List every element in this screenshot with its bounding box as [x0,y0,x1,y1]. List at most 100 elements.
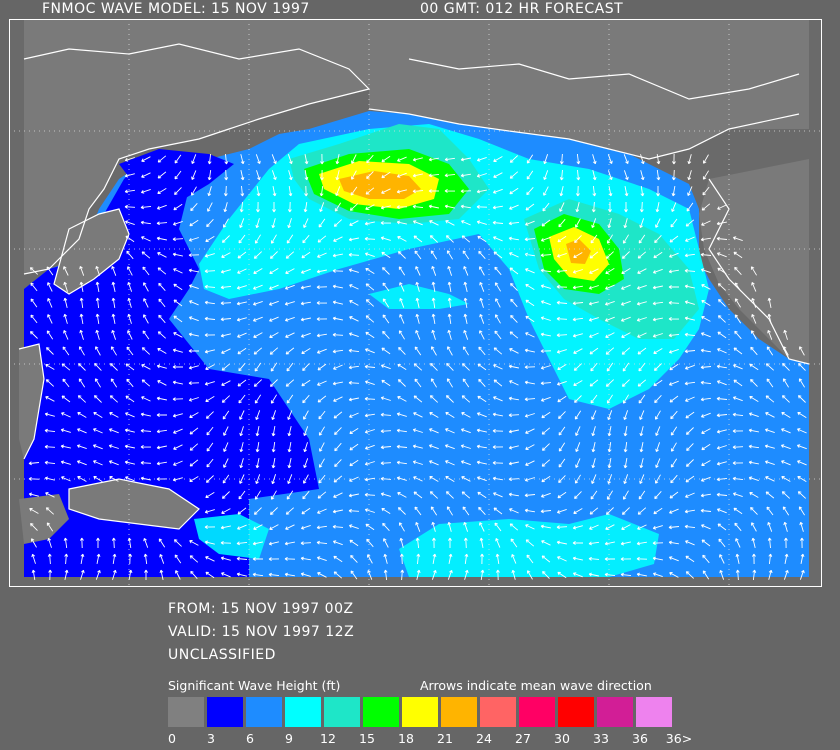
direction-arrow [511,569,516,580]
direction-arrow [397,379,406,387]
direction-arrow [575,426,581,436]
direction-arrow [700,365,712,370]
direction-arrow [45,379,55,387]
direction-arrow [382,282,390,292]
direction-arrow [158,314,166,324]
direction-arrow [396,220,407,225]
direction-arrow [253,507,262,515]
direction-arrow [317,380,327,386]
direction-arrow [45,507,54,515]
direction-arrow [541,427,551,435]
direction-arrow [30,522,38,531]
direction-arrow [768,553,773,565]
direction-arrow [654,394,662,404]
direction-arrow [287,201,292,213]
direction-arrow [480,553,484,565]
direction-arrow [349,300,359,306]
direction-arrow [364,396,376,401]
direction-arrow [413,412,423,418]
direction-arrow [255,218,260,229]
direction-arrow [271,154,277,165]
direction-arrow [540,300,551,306]
direction-arrow [508,477,520,482]
direction-arrow [45,396,55,402]
direction-arrow [205,411,214,419]
direction-arrow [652,301,664,306]
direction-arrow [80,553,85,564]
direction-arrow [109,395,118,403]
direction-arrow [575,201,580,213]
scale-tick-label: 0 [168,731,176,746]
direction-arrow [652,556,663,561]
direction-arrow [621,268,631,275]
direction-arrow [463,329,469,340]
direction-arrow [719,554,725,564]
direction-arrow [61,395,71,403]
direction-arrow [223,185,228,197]
direction-arrow [364,364,376,369]
direction-arrow [620,316,631,322]
direction-arrow [396,205,408,209]
direction-arrow [80,569,85,580]
direction-arrow [748,476,759,482]
direction-arrow [124,157,135,162]
direction-arrow [607,442,612,453]
direction-arrow [414,506,422,516]
direction-arrow [590,234,598,244]
direction-arrow [287,218,292,229]
direction-arrow [396,412,407,417]
direction-arrow [462,378,470,388]
direction-arrow [780,444,791,450]
direction-arrow [237,379,247,387]
direction-arrow [76,444,87,450]
direction-arrow [44,428,56,433]
direction-arrow [316,301,328,305]
direction-arrow [460,428,471,434]
direction-arrow [444,173,456,178]
direction-arrow [415,281,420,292]
direction-arrow [365,283,375,291]
direction-arrow [237,332,247,338]
direction-arrow [93,460,103,466]
direction-arrow [143,282,149,292]
direction-arrow [556,316,568,321]
direction-arrow [608,202,612,213]
direction-arrow [524,237,536,242]
direction-arrow [429,411,439,418]
direction-arrow [333,475,343,483]
direction-arrow [685,540,695,546]
direction-arrow [220,525,231,530]
direction-arrow [509,171,519,179]
direction-arrow [399,314,405,324]
direction-arrow [127,313,132,324]
direction-arrow [573,348,583,354]
direction-arrow [574,395,582,403]
direction-arrow [304,185,308,197]
direction-arrow [783,521,788,532]
direction-arrow [464,569,469,580]
direction-arrow [364,380,375,386]
direction-arrow [524,493,536,498]
direction-arrow [221,252,231,258]
direction-arrow [589,332,599,338]
direction-arrow [300,524,311,530]
direction-arrow [508,413,520,418]
direction-arrow [348,508,360,513]
direction-arrow [653,363,662,371]
direction-arrow [189,459,199,467]
direction-arrow [398,330,405,340]
direction-arrow [47,537,52,548]
direction-arrow [413,491,423,499]
direction-arrow [188,268,199,273]
direction-arrow [348,493,359,498]
direction-arrow [670,442,677,452]
direction-arrow [77,395,87,403]
direction-arrow [684,316,696,321]
direction-arrow [558,218,566,228]
forecast-label: 00 GMT: 012 HR FORECAST [420,1,624,17]
direction-arrow [269,379,278,387]
direction-arrow [220,556,231,561]
direction-arrow [636,541,647,546]
direction-arrow [271,218,276,229]
direction-arrow [428,444,439,450]
